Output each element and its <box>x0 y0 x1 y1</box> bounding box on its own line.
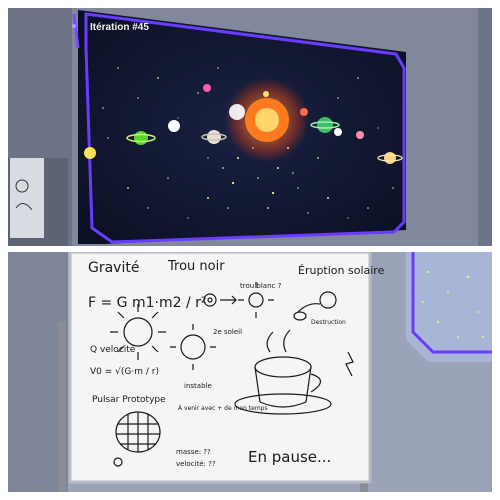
hud-border <box>84 12 406 244</box>
whiteboard-scene: Gravité Trou noir Éruption solaire trou … <box>8 252 492 492</box>
planet-yellow <box>84 147 96 159</box>
heading-pulsar: Pulsar Prototype <box>92 395 166 405</box>
sketch-drawings <box>110 282 354 467</box>
heading-solar-eruption: Éruption solaire <box>298 264 385 277</box>
note-a-venir: À venir avec + de mon temps <box>178 405 268 412</box>
planet-red <box>300 108 308 116</box>
heading-white-hole: trou blanc ? <box>240 282 282 290</box>
wall-poster <box>10 158 44 238</box>
star-field <box>102 67 394 219</box>
planet-far <box>384 152 396 164</box>
heading-gravity: Gravité <box>88 260 139 276</box>
heading-black-hole: Trou noir <box>167 259 225 274</box>
iteration-label: Itération #45 <box>90 22 149 33</box>
formula-gravity: F = G m1·m2 / r² <box>88 295 207 311</box>
planet-pink <box>203 84 211 92</box>
planet-white-small <box>168 120 180 132</box>
planet-green-right <box>317 117 333 133</box>
note-second-sun: 2e soleil <box>213 328 242 336</box>
whiteboard-photo: Gravité Trou noir Éruption solaire trou … <box>8 252 492 492</box>
projection-scene <box>8 8 492 246</box>
planet-white <box>229 104 245 120</box>
note-destruction: Destruction <box>311 319 346 326</box>
planet-pink-right <box>356 131 364 139</box>
velocity-formula: V0 = √(G·m / r) <box>90 366 159 377</box>
projection-photo: Itération #45 <box>8 8 492 246</box>
planet-ringed-grey <box>207 130 221 144</box>
note-paused: En pause... <box>248 448 331 466</box>
velocity-label: Q velocité <box>90 344 136 355</box>
note-masse: masse: ?? <box>176 448 211 456</box>
planet-green <box>134 131 148 145</box>
note-instable: instable <box>184 382 212 390</box>
note-velocite: velocité: ?? <box>176 460 216 468</box>
